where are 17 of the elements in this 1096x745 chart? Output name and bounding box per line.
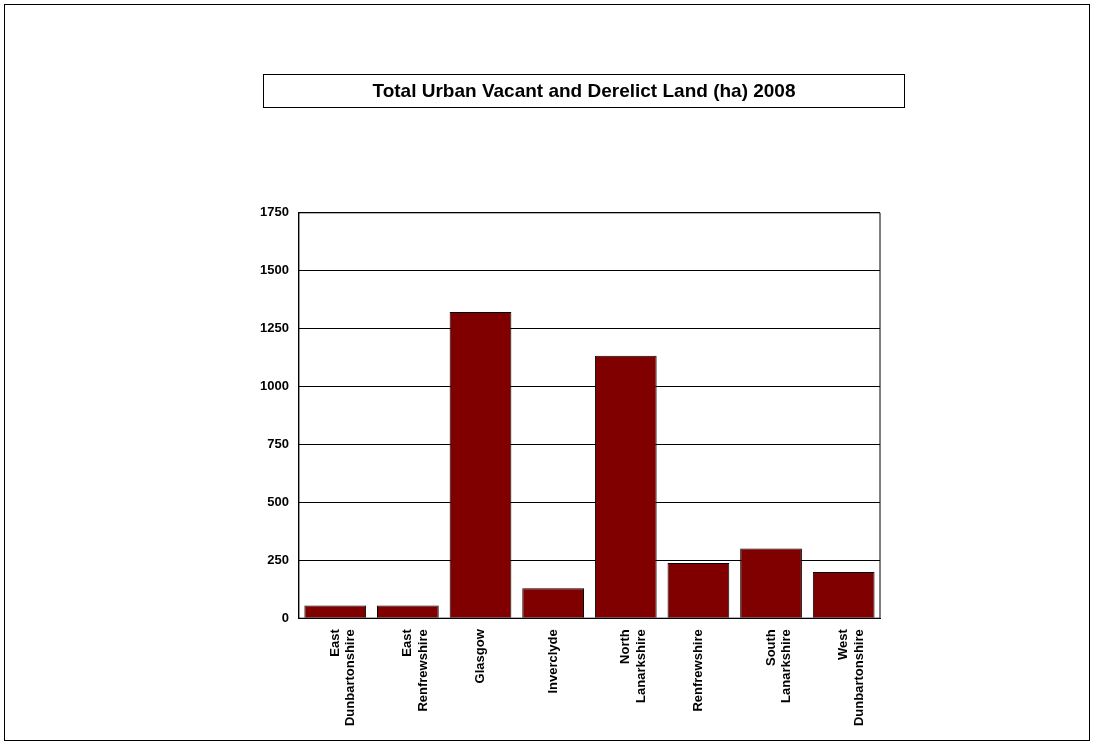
y-tick-label: 250 [267, 551, 289, 567]
x-tick-label: West Dunbartonshire [835, 628, 866, 727]
x-tick-label: Renfrewshire [689, 629, 705, 712]
x-tick-label: East Renfrewshire [399, 628, 431, 712]
x-tick-label: North Lanarkshire [617, 629, 648, 703]
y-tick-label: 1000 [260, 378, 289, 394]
x-tick-label: Inverclyde [544, 629, 560, 694]
chart-title: Total Urban Vacant and Derelict Land (ha) 2008 [263, 74, 905, 108]
x-tick-label: South Lanarkshire [762, 629, 794, 703]
x-tick-label: Glasgow [472, 628, 488, 684]
y-tick-label: 1500 [260, 262, 289, 278]
x-tick-label: East Dunbartonshire [326, 628, 358, 727]
y-tick-label: 1250 [260, 320, 289, 336]
y-tick-label: 500 [267, 493, 289, 509]
y-tick-label: 1750 [260, 204, 289, 220]
y-tick-label: 750 [267, 436, 289, 452]
y-tick-label: 0 [281, 609, 289, 625]
